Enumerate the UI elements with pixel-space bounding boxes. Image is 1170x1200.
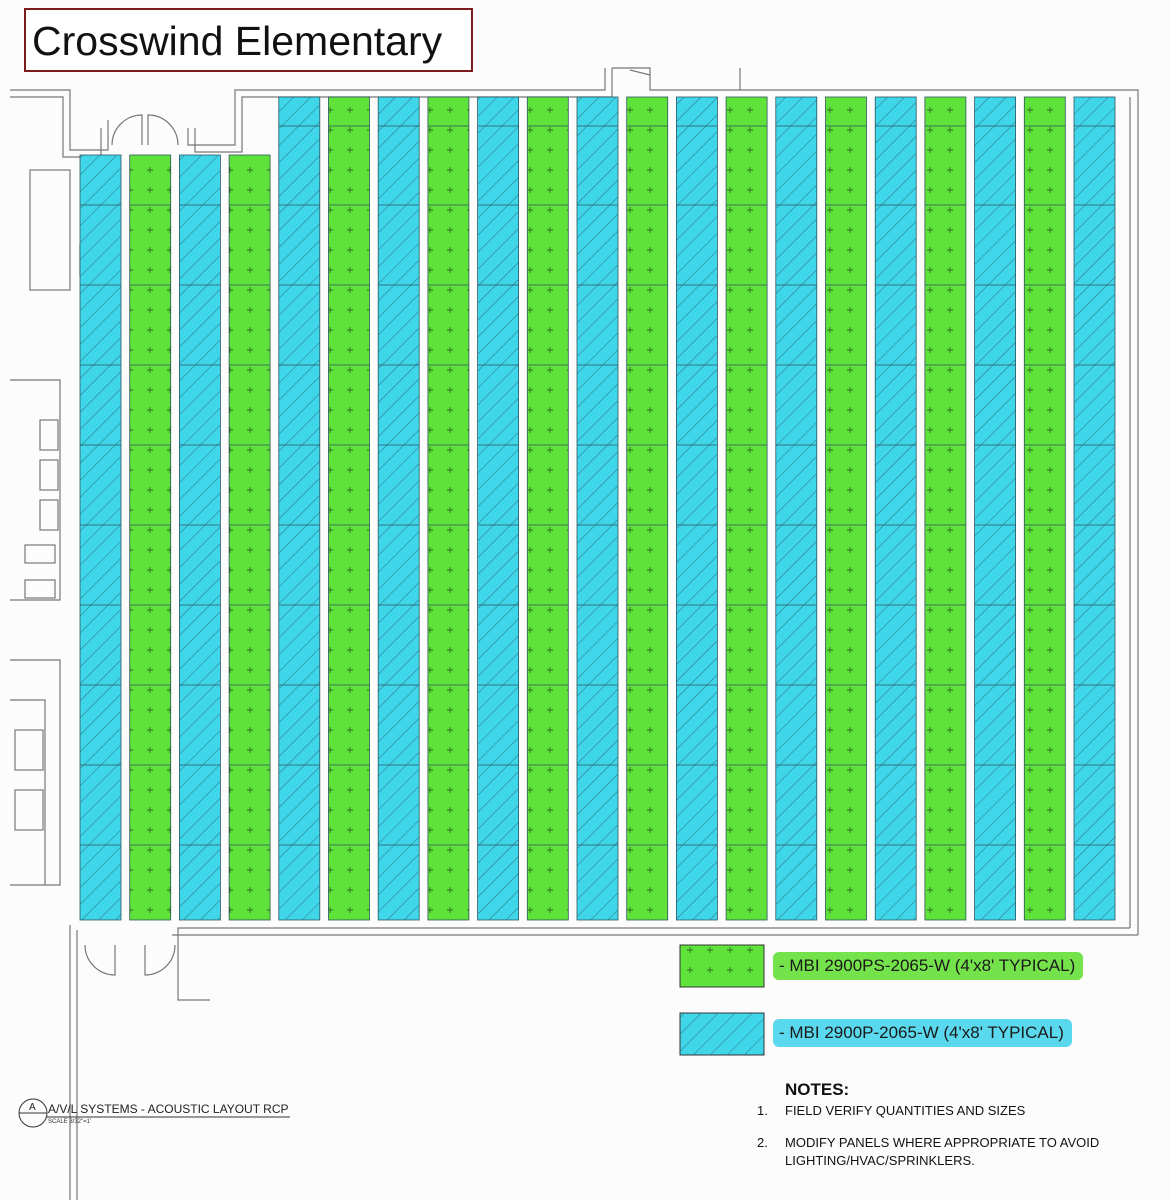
panel-column-pattern	[875, 97, 917, 920]
panel-column-pattern	[278, 97, 320, 920]
panel-column-pattern	[427, 97, 469, 920]
panel-column-cyan	[1073, 96, 1116, 921]
title-box: Crosswind Elementary	[24, 8, 473, 72]
panel-column-green	[328, 96, 370, 921]
panel-column-pattern	[1024, 97, 1066, 920]
panel-column-green	[725, 96, 768, 921]
panel-column-green	[228, 154, 271, 921]
panel-column-cyan	[775, 96, 818, 921]
panel-column-cyan	[377, 96, 420, 921]
panel-column-pattern	[527, 97, 569, 920]
panel-column-pattern	[477, 97, 519, 920]
panel-column-pattern	[129, 155, 171, 920]
panel-column-cyan	[79, 154, 122, 921]
sheet-scale: SCALE 3/32"=1'	[48, 1119, 92, 1125]
panel-column-pattern	[775, 97, 817, 920]
panel-column-pattern	[179, 155, 221, 920]
panel-column-green	[526, 96, 569, 921]
wall-linework	[10, 67, 1139, 1200]
panel-column-green	[626, 96, 669, 921]
panel-column-pattern	[1074, 97, 1115, 920]
panel-column-cyan	[576, 96, 619, 921]
legend-label-green: - MBI 2900PS-2065-W (4'x8' TYPICAL)	[773, 952, 1084, 980]
panel-column-pattern	[726, 97, 768, 920]
panel-column-green	[825, 96, 867, 921]
panel-column-pattern	[676, 97, 718, 920]
panel-column-green	[1023, 96, 1066, 921]
panel-column-pattern	[924, 97, 966, 920]
note-text: MODIFY PANELS WHERE APPROPRIATE TO AVOID…	[785, 1135, 1100, 1168]
legend-label-cyan: - MBI 2900P-2065-W (4'x8' TYPICAL)	[773, 1019, 1072, 1047]
sheet-title: A/V/L SYSTEMS - ACOUSTIC LAYOUT RCP	[48, 1102, 289, 1116]
legend-swatch-cyan-pattern	[680, 1013, 764, 1055]
panel-column-cyan	[974, 96, 1016, 921]
panel-column-green	[427, 96, 470, 921]
panel-column-green	[924, 96, 967, 921]
acoustic-panel-grid	[79, 96, 1116, 921]
note-text: FIELD VERIFY QUANTITIES AND SIZES	[785, 1103, 1026, 1118]
note-number: 2.	[757, 1135, 768, 1150]
panel-column-pattern	[974, 97, 1016, 920]
panel-column-pattern	[378, 97, 420, 920]
panel-column-cyan	[178, 154, 221, 921]
panel-column-pattern	[328, 97, 370, 920]
panel-column-pattern	[80, 155, 121, 920]
panel-column-pattern	[577, 97, 618, 920]
notes-heading: NOTES:	[785, 1080, 850, 1099]
legend-swatch-green-pattern	[680, 945, 764, 987]
sheet-marker-letter: A	[29, 1102, 36, 1113]
panel-column-pattern	[626, 97, 668, 920]
panel-column-cyan	[676, 96, 718, 921]
page-title: Crosswind Elementary	[32, 18, 443, 64]
note-number: 1.	[757, 1103, 768, 1118]
panel-column-pattern	[229, 155, 271, 920]
panel-column-cyan	[477, 96, 520, 921]
panel-column-pattern	[825, 97, 867, 920]
panel-column-cyan	[874, 96, 917, 921]
panel-column-cyan	[278, 96, 321, 921]
panel-column-green	[129, 154, 172, 921]
